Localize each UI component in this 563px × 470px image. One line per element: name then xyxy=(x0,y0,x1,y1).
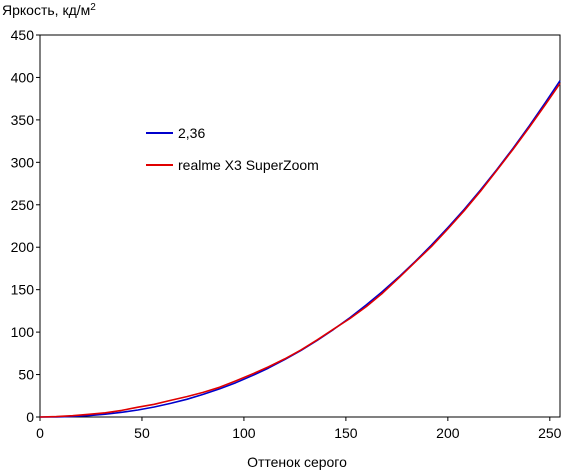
x-axis-label: Оттенок серого xyxy=(247,454,347,470)
series-line-1 xyxy=(39,80,561,418)
series-layer xyxy=(39,80,561,418)
y-axis-label: Яркость, кд/м2 xyxy=(2,2,96,18)
y-tick-label: 150 xyxy=(11,282,35,298)
series-line-2 xyxy=(39,82,561,418)
y-tick-label: 50 xyxy=(18,367,34,383)
y-tick-label: 200 xyxy=(11,239,35,255)
y-tick-label: 100 xyxy=(11,324,35,340)
legend-label-1: 2,36 xyxy=(178,125,205,141)
x-tick-label: 250 xyxy=(538,425,562,441)
x-tick-label: 0 xyxy=(36,425,44,441)
x-tick-label: 150 xyxy=(334,425,358,441)
x-tick-label: 50 xyxy=(134,425,150,441)
y-tick-label: 300 xyxy=(11,154,35,170)
y-tick-label: 400 xyxy=(11,69,35,85)
y-tick-label: 0 xyxy=(26,409,34,425)
legend-label-2: realme X3 SuperZoom xyxy=(178,157,319,173)
legend: 2,36 realme X3 SuperZoom xyxy=(146,125,319,173)
y-tick-label: 250 xyxy=(11,197,35,213)
axes: 0 50 100 150 200 250 300 350 400 450 0 50 100 150 200 2… xyxy=(11,27,562,441)
plot-frame xyxy=(39,34,561,418)
x-tick-label: 200 xyxy=(436,425,460,441)
plot-area xyxy=(39,34,561,418)
y-tick-label: 350 xyxy=(11,112,35,128)
y-tick-label: 450 xyxy=(11,27,35,43)
x-tick-label: 100 xyxy=(232,425,256,441)
